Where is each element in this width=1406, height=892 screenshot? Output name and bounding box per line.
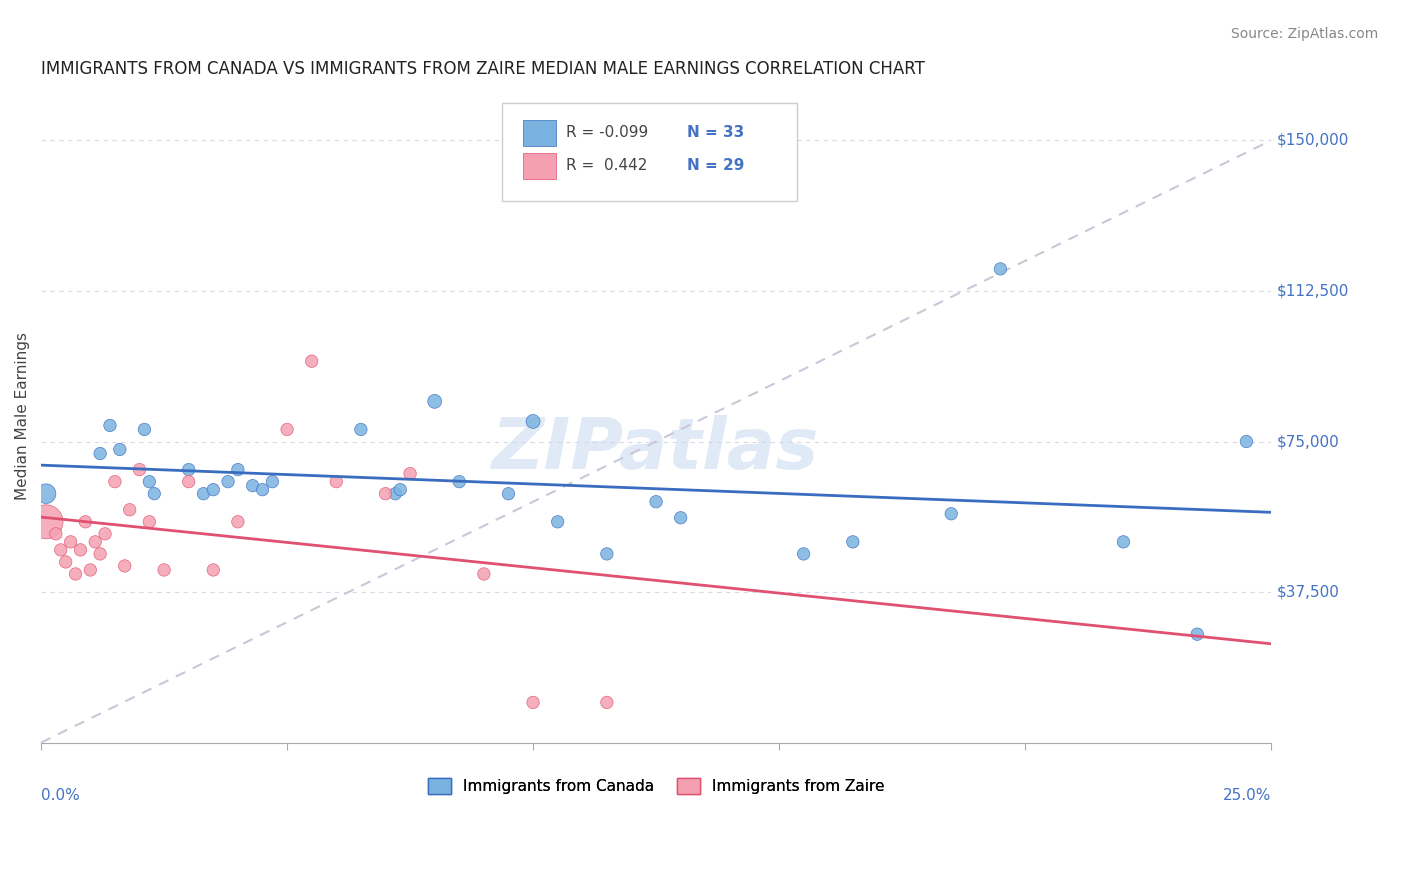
Point xyxy=(498,486,520,500)
Text: ZIPatlas: ZIPatlas xyxy=(492,415,820,483)
Point xyxy=(325,475,347,489)
Point xyxy=(941,507,963,521)
Point xyxy=(75,515,97,529)
Point xyxy=(89,446,111,460)
Text: $112,500: $112,500 xyxy=(1277,284,1350,299)
Point xyxy=(202,563,225,577)
Text: IMMIGRANTS FROM CANADA VS IMMIGRANTS FROM ZAIRE MEDIAN MALE EARNINGS CORRELATION: IMMIGRANTS FROM CANADA VS IMMIGRANTS FRO… xyxy=(41,60,925,78)
Point xyxy=(84,534,107,549)
Point xyxy=(104,475,127,489)
Point xyxy=(128,462,150,476)
Point xyxy=(65,566,87,581)
Point xyxy=(793,547,815,561)
Point xyxy=(134,422,156,436)
Point xyxy=(49,542,72,557)
Text: R = -0.099: R = -0.099 xyxy=(567,125,648,140)
Text: $75,000: $75,000 xyxy=(1277,434,1340,449)
Text: R =  0.442: R = 0.442 xyxy=(567,158,648,173)
Point xyxy=(596,547,619,561)
Point xyxy=(55,555,77,569)
Point xyxy=(79,563,101,577)
Point xyxy=(89,547,111,561)
FancyBboxPatch shape xyxy=(502,103,797,202)
Point xyxy=(449,475,471,489)
Point xyxy=(1234,434,1257,449)
Point xyxy=(138,515,160,529)
Point xyxy=(252,483,274,497)
Point xyxy=(94,526,117,541)
Point xyxy=(108,442,131,457)
Point xyxy=(1185,627,1208,641)
Text: 25.0%: 25.0% xyxy=(1223,789,1271,803)
Point xyxy=(522,414,544,428)
Text: $150,000: $150,000 xyxy=(1277,133,1350,148)
Point xyxy=(242,478,264,492)
Point xyxy=(669,510,692,524)
Point xyxy=(842,534,865,549)
Text: N = 29: N = 29 xyxy=(686,158,744,173)
Point xyxy=(389,483,412,497)
Text: 0.0%: 0.0% xyxy=(41,789,80,803)
Text: Source: ZipAtlas.com: Source: ZipAtlas.com xyxy=(1230,27,1378,41)
Point xyxy=(143,486,166,500)
Text: $37,500: $37,500 xyxy=(1277,584,1340,599)
Point xyxy=(350,422,373,436)
Point xyxy=(35,515,58,529)
Point xyxy=(276,422,298,436)
Text: N = 33: N = 33 xyxy=(686,125,744,140)
Point xyxy=(193,486,215,500)
Point xyxy=(153,563,176,577)
Point xyxy=(69,542,91,557)
FancyBboxPatch shape xyxy=(523,153,557,179)
Point xyxy=(138,475,160,489)
Point xyxy=(59,534,82,549)
Point xyxy=(114,558,136,573)
Legend: Immigrants from Canada, Immigrants from Zaire: Immigrants from Canada, Immigrants from … xyxy=(422,772,890,800)
Point xyxy=(423,394,446,409)
FancyBboxPatch shape xyxy=(523,120,557,146)
Point xyxy=(45,526,67,541)
Point xyxy=(990,261,1012,276)
Point xyxy=(177,462,200,476)
Point xyxy=(35,486,58,500)
Point xyxy=(226,515,249,529)
Point xyxy=(217,475,239,489)
Point xyxy=(1112,534,1135,549)
Point xyxy=(472,566,495,581)
Point xyxy=(226,462,249,476)
Point xyxy=(596,695,619,709)
Point xyxy=(301,354,323,368)
Point xyxy=(645,494,668,508)
Point xyxy=(262,475,284,489)
Point xyxy=(399,467,422,481)
Point xyxy=(177,475,200,489)
Point xyxy=(374,486,396,500)
Point xyxy=(202,483,225,497)
Point xyxy=(522,695,544,709)
Point xyxy=(98,418,121,433)
Point xyxy=(547,515,569,529)
Y-axis label: Median Male Earnings: Median Male Earnings xyxy=(15,333,30,500)
Point xyxy=(118,502,141,516)
Point xyxy=(384,486,406,500)
